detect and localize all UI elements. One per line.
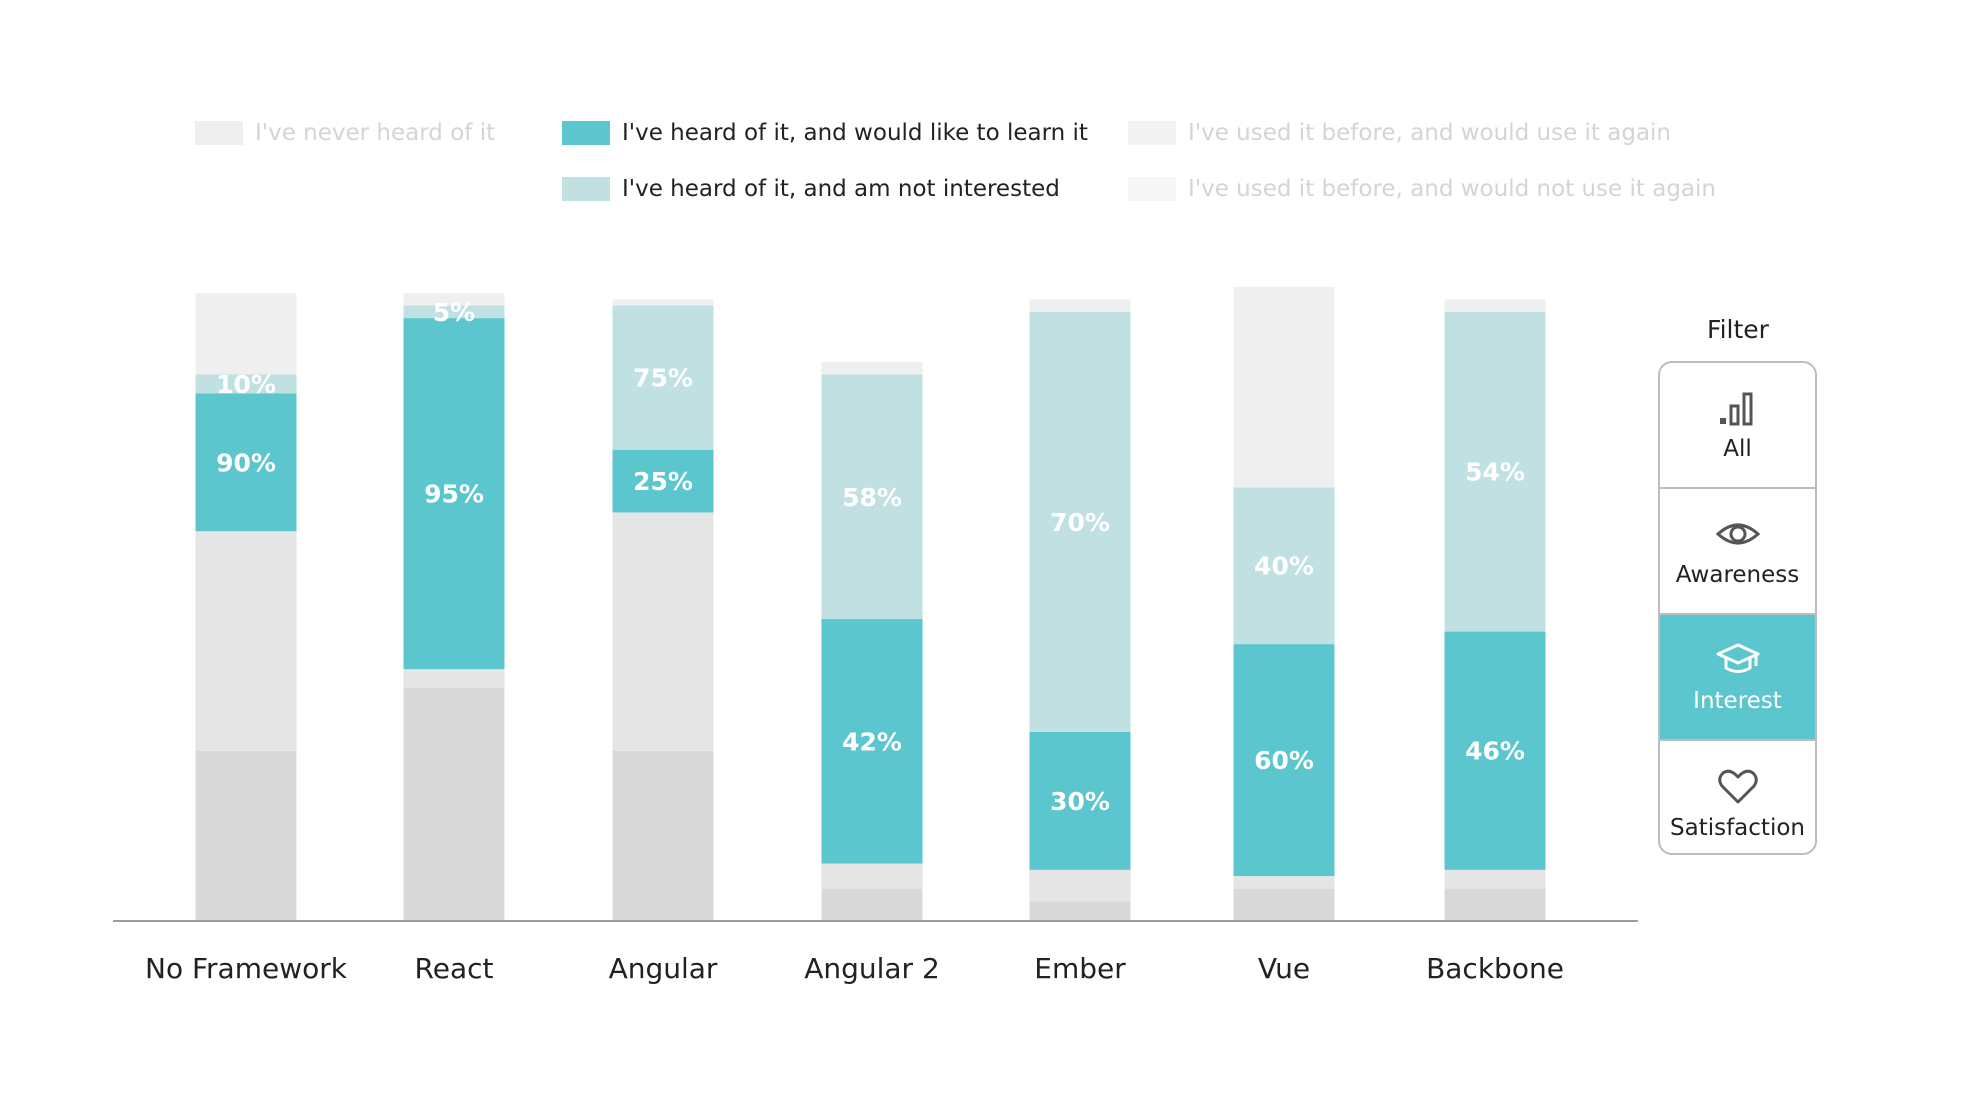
- learn-data-label: 25%: [633, 467, 693, 496]
- filter-title: Filter: [1707, 315, 1769, 344]
- x-tick-label: Angular 2: [804, 952, 940, 985]
- segment-not-interested[interactable]: [403, 305, 505, 319]
- x-tick-label: Ember: [1034, 952, 1126, 985]
- segment-used-again[interactable]: [1233, 876, 1335, 889]
- filter-button-label: Satisfaction: [1670, 815, 1805, 841]
- x-tick-labels: No Framework React Angular Angular 2 Ember Vu…: [145, 952, 1564, 985]
- legend-swatch: [1128, 177, 1176, 201]
- segment-used-not-again[interactable]: [612, 750, 714, 920]
- segment-not-interested[interactable]: [195, 374, 297, 394]
- segment-not-interested[interactable]: [1233, 487, 1335, 645]
- filter-button-label: All: [1723, 436, 1752, 462]
- not-interested-data-label: 70%: [1050, 508, 1110, 537]
- legend-label: I've heard of it, and would like to lear…: [622, 120, 1088, 146]
- filter-button-interest[interactable]: Interest: [1660, 615, 1815, 741]
- not-interested-data-label: 54%: [1465, 458, 1525, 487]
- heart-icon: [1716, 767, 1760, 807]
- legend-swatch: [195, 121, 243, 145]
- segment-learn[interactable]: [1233, 644, 1335, 877]
- eye-icon: [1715, 514, 1760, 554]
- not-interested-data-label: 10%: [216, 370, 276, 399]
- bars-layer: [195, 286, 1546, 920]
- legend-item[interactable]: I've used it before, and would use it ag…: [1128, 120, 1671, 146]
- segment-used-not-again[interactable]: [195, 750, 297, 920]
- segment-not-interested[interactable]: [1444, 311, 1546, 632]
- legend-swatch: [562, 121, 610, 145]
- segment-learn[interactable]: [821, 619, 923, 864]
- not-interested-data-label: 5%: [433, 298, 475, 327]
- legend-swatch: [562, 177, 610, 201]
- segment-never-heard[interactable]: [195, 293, 297, 375]
- segment-used-again[interactable]: [821, 863, 923, 889]
- x-tick-label: No Framework: [145, 952, 348, 985]
- filter-panel: All Awareness Interest Satisfaction: [1658, 361, 1817, 855]
- legend-label: I've never heard of it: [255, 120, 496, 146]
- legend-label: I've heard of it, and am not interested: [622, 176, 1060, 202]
- segment-not-interested[interactable]: [821, 374, 923, 620]
- learn-data-label: 46%: [1465, 737, 1525, 766]
- segment-used-again[interactable]: [1444, 869, 1546, 889]
- segment-used-not-again[interactable]: [1029, 901, 1131, 920]
- segment-learn[interactable]: [1444, 631, 1546, 870]
- segment-never-heard[interactable]: [1029, 299, 1131, 312]
- segment-not-interested[interactable]: [1029, 311, 1131, 732]
- legend-item[interactable]: I've never heard of it: [195, 120, 495, 146]
- x-tick-label: Angular: [609, 952, 718, 985]
- segment-never-heard[interactable]: [1233, 286, 1335, 488]
- legend-item[interactable]: I've used it before, and would not use i…: [1128, 176, 1716, 202]
- legend-label: I've used it before, and would use it ag…: [1188, 120, 1671, 146]
- segment-never-heard[interactable]: [1444, 299, 1546, 312]
- filter-button-awareness[interactable]: Awareness: [1660, 489, 1815, 615]
- legend-item[interactable]: I've heard of it, and am not interested: [562, 176, 1060, 202]
- segment-learn[interactable]: [195, 393, 297, 532]
- segment-learn[interactable]: [612, 449, 714, 513]
- filter-button-label: Interest: [1693, 688, 1782, 714]
- bar-chart-icon: [1716, 388, 1760, 428]
- not-interested-data-label: 75%: [633, 364, 693, 393]
- learn-data-label: 60%: [1254, 746, 1314, 775]
- segment-never-heard[interactable]: [821, 361, 923, 375]
- segment-never-heard[interactable]: [612, 299, 714, 306]
- not-interested-data-label: 58%: [842, 483, 902, 512]
- segment-used-again[interactable]: [612, 512, 714, 751]
- segment-used-not-again[interactable]: [821, 888, 923, 920]
- segment-never-heard[interactable]: [403, 293, 505, 306]
- not-interested-data-label: 40%: [1254, 552, 1314, 581]
- segment-learn[interactable]: [1029, 731, 1131, 870]
- legend-item[interactable]: I've heard of it, and would like to lear…: [562, 120, 1088, 146]
- segment-used-not-again[interactable]: [1233, 888, 1335, 920]
- x-tick-label: Backbone: [1426, 952, 1564, 985]
- segment-used-not-again[interactable]: [403, 688, 505, 920]
- segment-used-again[interactable]: [195, 531, 297, 751]
- graduation-cap-icon: [1716, 640, 1760, 680]
- x-tick-label: React: [415, 952, 494, 985]
- filter-button-all[interactable]: All: [1660, 363, 1815, 489]
- segment-not-interested[interactable]: [612, 305, 714, 450]
- legend-label: I've used it before, and would not use i…: [1188, 176, 1716, 202]
- segment-learn[interactable]: [403, 318, 505, 670]
- filter-button-label: Awareness: [1675, 562, 1800, 588]
- segment-used-again[interactable]: [403, 669, 505, 689]
- bar-labels-layer: 90% 10% 95% 5% 25% 75% 42% 58% 30% 70% 60% 40% 46% 54…: [216, 298, 1525, 816]
- learn-data-label: 95%: [424, 480, 484, 509]
- segment-used-again[interactable]: [1029, 869, 1131, 902]
- filter-button-satisfaction[interactable]: Satisfaction: [1660, 741, 1815, 853]
- segment-used-not-again[interactable]: [1444, 888, 1546, 920]
- legend-swatch: [1128, 121, 1176, 145]
- learn-data-label: 90%: [216, 448, 276, 477]
- x-tick-label: Vue: [1258, 952, 1310, 985]
- learn-data-label: 30%: [1050, 787, 1110, 816]
- learn-data-label: 42%: [842, 727, 902, 756]
